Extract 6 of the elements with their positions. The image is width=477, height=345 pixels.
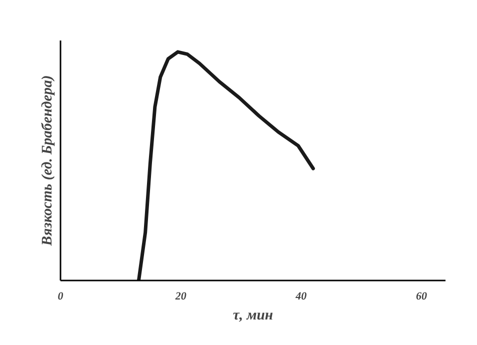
x-tick-label: 40 (294, 290, 308, 302)
x-tick-label: 60 (416, 290, 428, 302)
y-axis-title: Вязкость (ед. Брабендера) (40, 75, 56, 247)
x-axis-title: τ, мин (232, 308, 274, 324)
x-tick-label: 20 (174, 290, 187, 302)
x-tick-label: 0 (58, 290, 64, 302)
